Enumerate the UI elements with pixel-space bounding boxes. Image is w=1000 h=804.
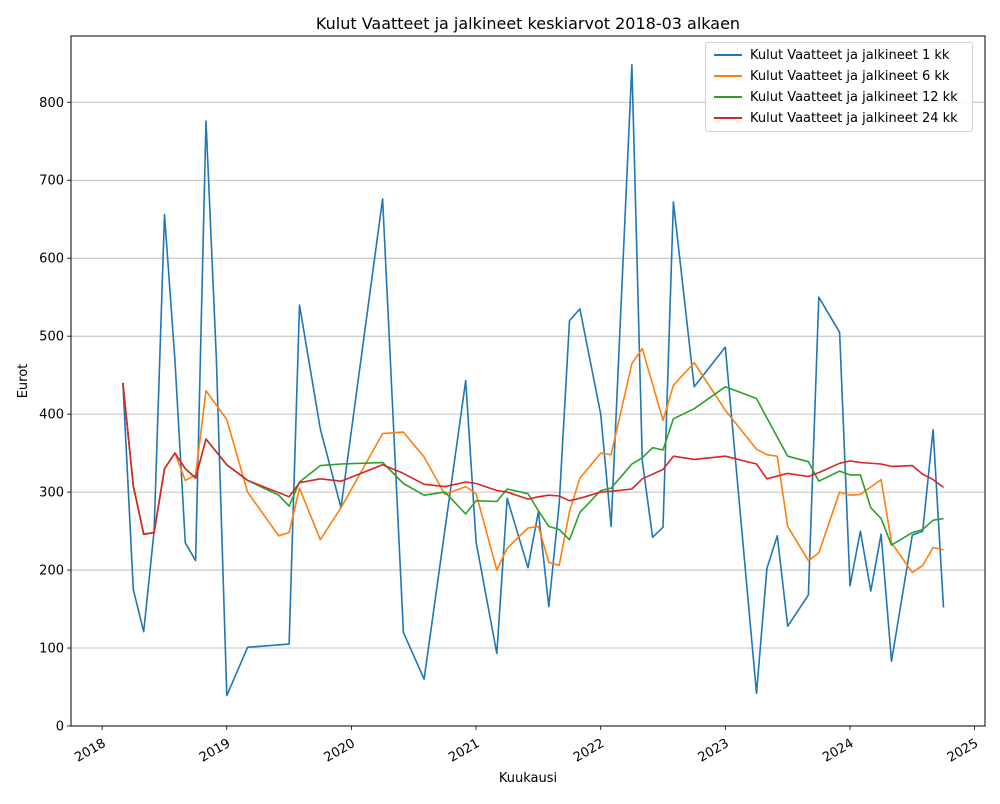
y-tick-label: 400: [39, 408, 64, 423]
series-line-0: [122, 64, 945, 697]
y-tick-label: 100: [39, 642, 64, 657]
x-tick-label: 2021: [446, 736, 482, 766]
legend-swatch-12kk: [714, 95, 742, 98]
y-tick-label: 800: [39, 96, 64, 111]
y-tick-label: 300: [39, 486, 64, 501]
x-tick-label: 2018: [72, 736, 108, 766]
y-axis-label: Eurot: [16, 364, 31, 399]
legend-item-1kk: Kulut Vaatteet ja jalkineet 1 kk: [714, 46, 949, 66]
x-axis-label: Kuukausi: [499, 771, 557, 786]
x-tick-label: 2019: [197, 736, 233, 766]
chart-title: Kulut Vaatteet ja jalkineet keskiarvot 2…: [316, 14, 740, 33]
x-tick-label: 2022: [571, 736, 607, 766]
legend-swatch-1kk: [714, 53, 742, 56]
x-tick-label: 2025: [945, 736, 981, 766]
grid: [71, 101, 985, 727]
y-tick-label: 600: [39, 252, 64, 267]
plot-frame: [70, 35, 986, 727]
legend-label-6kk: Kulut Vaatteet ja jalkineet 6 kk: [750, 69, 950, 84]
legend-label-24kk: Kulut Vaatteet ja jalkineet 24 kk: [750, 111, 958, 126]
series-line-2: [122, 382, 944, 546]
axes: 0 100 200 300 400 500 600 700 800 2018 2019 2020 202…: [39, 96, 981, 766]
legend-item-6kk: Kulut Vaatteet ja jalkineet 6 kk: [714, 67, 949, 87]
legend-item-12kk: Kulut Vaatteet ja jalkineet 12 kk: [714, 88, 958, 108]
x-tick-label: 2020: [322, 736, 358, 766]
x-tick-label: 2023: [696, 736, 732, 766]
series-line-3: [122, 382, 944, 535]
series-lines: [122, 64, 945, 697]
y-tick-label: 700: [39, 174, 64, 189]
legend-swatch-6kk: [714, 74, 742, 77]
legend-label-12kk: Kulut Vaatteet ja jalkineet 12 kk: [750, 90, 958, 105]
legend-swatch-24kk: [714, 116, 742, 119]
legend: Kulut Vaatteet ja jalkineet 1 kk Kulut V…: [705, 42, 973, 132]
legend-item-24kk: Kulut Vaatteet ja jalkineet 24 kk: [714, 109, 958, 129]
series-line-1: [122, 347, 944, 574]
y-tick-label: 200: [39, 564, 64, 579]
y-tick-label: 500: [39, 330, 64, 345]
x-tick-label: 2024: [820, 736, 856, 766]
y-tick-label: 0: [56, 720, 64, 735]
legend-label-1kk: Kulut Vaatteet ja jalkineet 1 kk: [750, 48, 950, 63]
